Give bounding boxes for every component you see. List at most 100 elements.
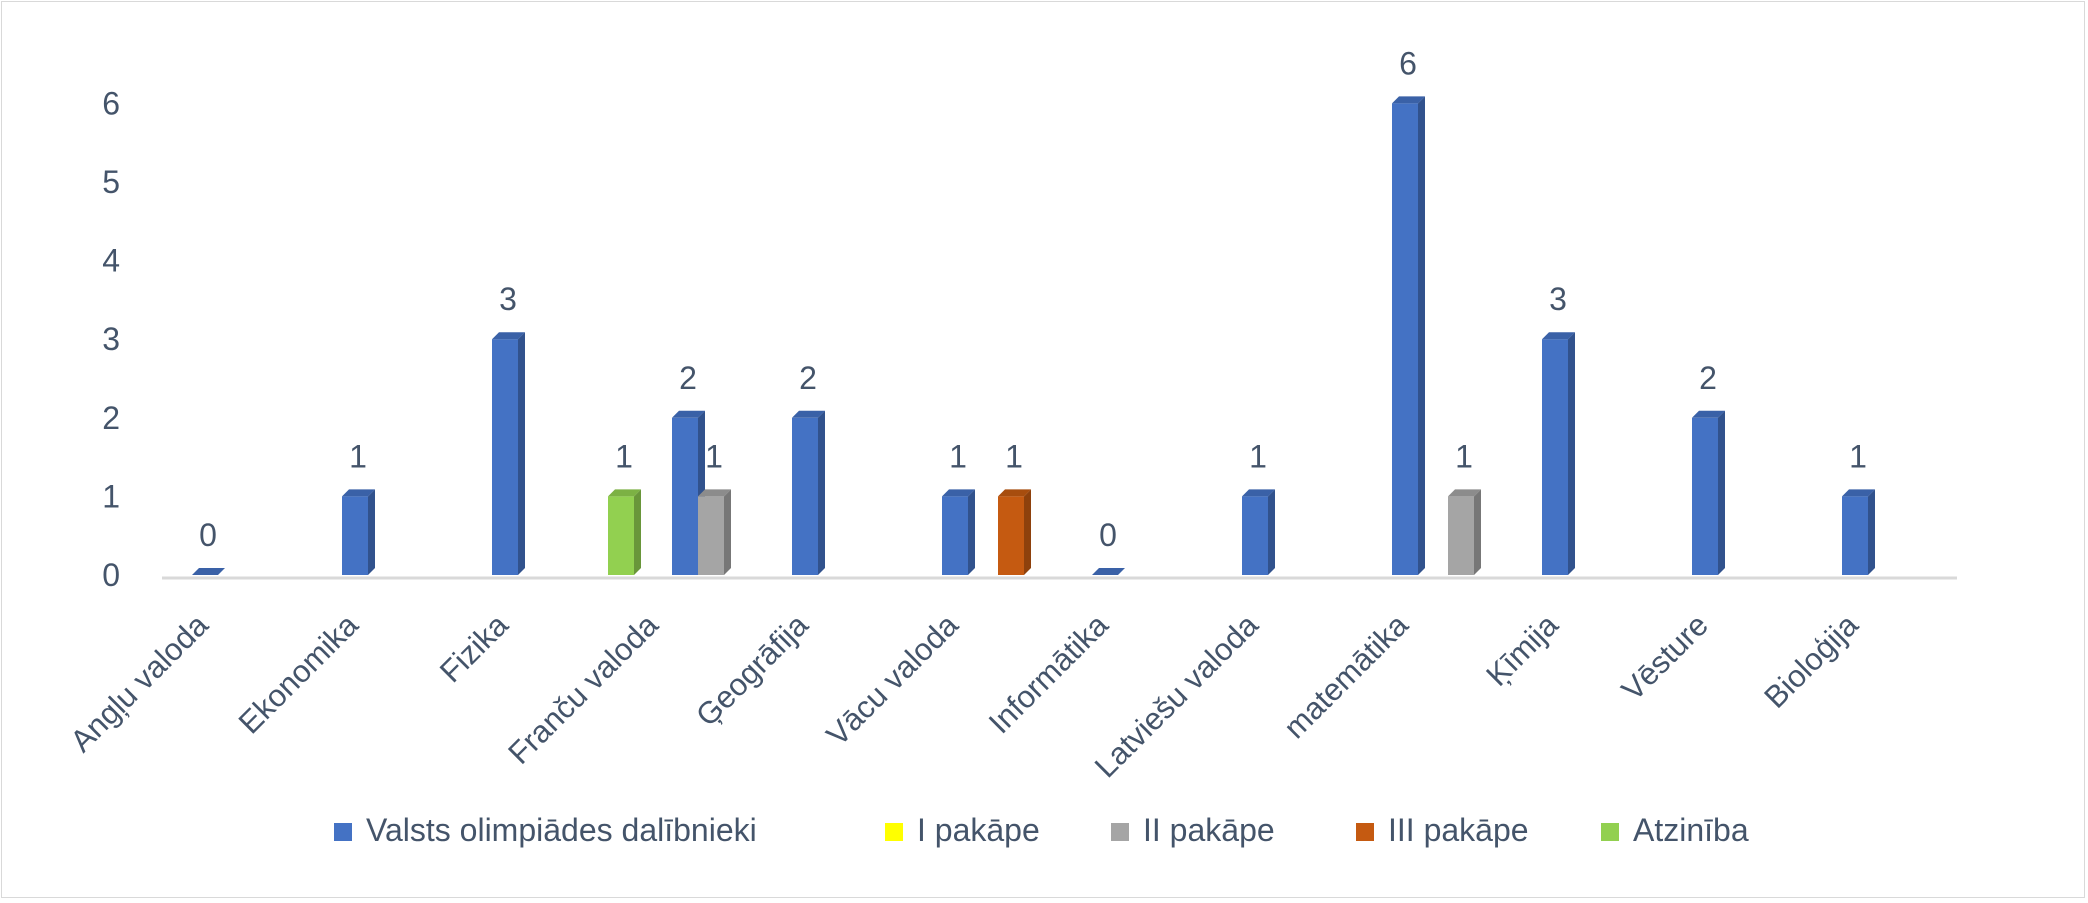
y-tick-label: 0	[102, 557, 120, 593]
bar-side	[1568, 332, 1575, 575]
bar-top	[1092, 568, 1125, 575]
x-tick-label: Vācu valoda	[820, 607, 966, 753]
y-tick-label: 6	[102, 85, 120, 121]
bar-side	[368, 489, 375, 575]
bar-iii-pakape	[998, 489, 1031, 575]
bar-participants	[1392, 96, 1425, 576]
data-label: 1	[1005, 438, 1023, 474]
bar-side	[1024, 489, 1031, 575]
bar-top	[492, 332, 525, 340]
bar-front	[1242, 496, 1268, 575]
bar-front	[792, 417, 818, 575]
x-tick-label: Franču valoda	[501, 607, 665, 771]
bar-front	[1448, 496, 1474, 575]
data-label: 3	[499, 281, 517, 317]
bar-top	[998, 489, 1031, 497]
x-tick-label: Informātika	[982, 607, 1116, 741]
bar-side	[1718, 410, 1725, 575]
data-label: 2	[799, 360, 817, 396]
legend-swatch	[1356, 823, 1374, 841]
data-label: 1	[705, 438, 723, 474]
bar-front	[1392, 103, 1418, 576]
y-tick-label: 1	[102, 478, 120, 514]
bar-participants	[342, 489, 375, 575]
bar-ii-pakape	[1448, 489, 1481, 575]
legend-swatch	[334, 823, 352, 841]
bar-participants	[492, 332, 525, 575]
data-label: 1	[1455, 438, 1473, 474]
data-label: 2	[1699, 360, 1717, 396]
x-tick-label: Latviešu valoda	[1088, 607, 1266, 785]
legend: Valsts olimpiādes dalībnieki I pakāpe II p…	[334, 812, 1749, 848]
x-tick-label: Ķīmija	[1479, 607, 1565, 693]
bar-participants	[1542, 332, 1575, 575]
data-label: 1	[349, 438, 367, 474]
bar-top	[672, 410, 705, 418]
bar-top	[1842, 489, 1875, 497]
bar-side	[1268, 489, 1275, 575]
bar-top	[792, 410, 825, 418]
legend-label: III pakāpe	[1388, 812, 1529, 848]
legend-label: Valsts olimpiādes dalībnieki	[366, 812, 757, 848]
data-label: 1	[615, 438, 633, 474]
legend-swatch	[1601, 823, 1619, 841]
y-axis-ticks: 0 1 2 3 4 5 6	[102, 85, 120, 593]
bar-participants	[1092, 568, 1125, 575]
legend-label: I pakāpe	[917, 812, 1040, 848]
bar-top	[1692, 410, 1725, 418]
x-tick-label: Vēsture	[1615, 607, 1715, 707]
bar-side	[968, 489, 975, 575]
bar-front	[492, 339, 518, 575]
bar-top	[608, 489, 641, 497]
y-tick-label: 5	[102, 164, 120, 200]
x-tick-label: Bioloģija	[1757, 607, 1865, 715]
data-label: 1	[949, 438, 967, 474]
bar-top	[942, 489, 975, 497]
bar-ii-pakape	[698, 489, 731, 575]
bar-front	[1692, 417, 1718, 575]
x-tick-label: Ģeogrāfija	[689, 607, 815, 733]
bar-front	[608, 496, 634, 575]
bar-top	[1448, 489, 1481, 497]
x-tick-label: Fizika	[433, 607, 516, 690]
bar-side	[1474, 489, 1481, 575]
bar-front	[942, 496, 968, 575]
legend-label: II pakāpe	[1143, 812, 1275, 848]
bar-top	[192, 568, 225, 575]
bar-side	[634, 489, 641, 575]
bar-front	[998, 496, 1024, 575]
legend-swatch	[1111, 823, 1129, 841]
y-tick-label: 3	[102, 321, 120, 357]
bar-side	[1418, 96, 1425, 576]
y-tick-label: 2	[102, 400, 120, 436]
bar-front	[698, 496, 724, 575]
bar-top	[1542, 332, 1575, 340]
bar-front	[1842, 496, 1868, 575]
bar-side	[724, 489, 731, 575]
legend-swatch	[885, 823, 903, 841]
data-label: 1	[1249, 438, 1267, 474]
bar-top	[342, 489, 375, 497]
data-label: 6	[1399, 45, 1417, 81]
bar-front	[1542, 339, 1568, 575]
bar-front	[672, 417, 698, 575]
data-label: 0	[199, 517, 217, 553]
legend-label: Atzinība	[1633, 812, 1749, 848]
bar-front	[342, 496, 368, 575]
bar-side	[518, 332, 525, 575]
bar-side	[818, 410, 825, 575]
bar-participants	[192, 568, 225, 575]
data-label: 3	[1549, 281, 1567, 317]
data-label: 1	[1849, 438, 1867, 474]
bar-participants	[1692, 410, 1725, 575]
bar-top	[698, 489, 731, 497]
y-tick-label: 4	[102, 243, 120, 279]
bar-atziniba	[608, 489, 641, 575]
data-label: 2	[679, 360, 697, 396]
bar-participants	[1842, 489, 1875, 575]
bar-top	[1242, 489, 1275, 497]
x-tick-label: Angļu valoda	[63, 607, 215, 759]
